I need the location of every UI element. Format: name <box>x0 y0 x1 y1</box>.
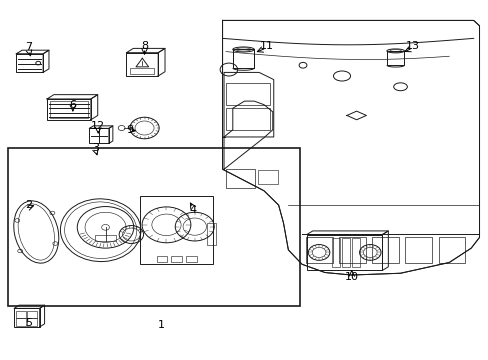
Bar <box>232 49 254 68</box>
Bar <box>16 311 26 318</box>
Bar <box>386 51 404 65</box>
Text: 8: 8 <box>141 41 148 50</box>
Bar <box>27 311 37 318</box>
Polygon shape <box>222 21 479 275</box>
Bar <box>27 319 37 325</box>
Bar <box>157 256 167 262</box>
Bar <box>7 148 300 306</box>
Text: 7: 7 <box>25 42 33 52</box>
Bar <box>171 256 182 262</box>
Bar <box>50 101 88 118</box>
Bar <box>371 237 398 263</box>
Text: 2: 2 <box>25 200 33 210</box>
Text: 9: 9 <box>126 125 133 135</box>
Bar <box>89 129 109 143</box>
Bar <box>405 237 431 263</box>
Text: 5: 5 <box>25 319 32 328</box>
Text: 6: 6 <box>69 100 76 110</box>
Bar <box>206 223 215 244</box>
Bar <box>130 68 154 74</box>
Bar <box>438 237 465 263</box>
Bar <box>14 309 40 327</box>
Text: 11: 11 <box>259 41 273 50</box>
Text: 12: 12 <box>91 121 105 131</box>
Text: 1: 1 <box>158 320 165 330</box>
Bar <box>140 196 212 264</box>
Bar <box>338 237 365 263</box>
Bar <box>225 169 255 188</box>
Text: 4: 4 <box>189 206 197 216</box>
Bar <box>351 238 359 267</box>
Bar <box>95 235 116 241</box>
Text: 13: 13 <box>405 41 419 50</box>
Bar <box>185 256 196 262</box>
Bar <box>306 234 382 270</box>
Bar <box>47 99 91 120</box>
Bar <box>225 83 269 105</box>
Text: 10: 10 <box>344 272 358 282</box>
Bar <box>16 54 43 72</box>
Bar <box>225 108 269 130</box>
Bar <box>305 237 332 263</box>
Bar <box>258 170 277 184</box>
Bar <box>341 238 349 267</box>
Text: 3: 3 <box>92 143 99 153</box>
Bar <box>16 319 26 325</box>
Bar <box>126 53 158 76</box>
Bar <box>331 238 339 267</box>
